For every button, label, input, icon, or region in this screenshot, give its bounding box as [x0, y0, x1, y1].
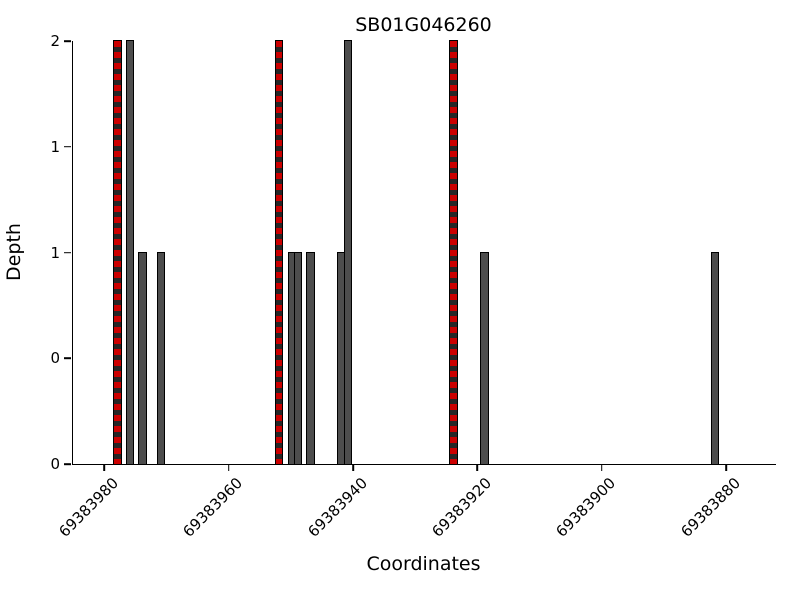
depth-bar [710, 251, 719, 464]
x-tick-label: 69383880 [677, 474, 744, 541]
depth-bar [343, 40, 352, 464]
depth-bar [293, 251, 303, 464]
highlighted-depth-bar [275, 40, 284, 464]
x-tick-label: 69383920 [428, 474, 496, 541]
y-tick-label: 0 [50, 455, 60, 473]
depth-bar [125, 40, 135, 464]
depth-bar [480, 251, 489, 464]
depth-bar [156, 251, 166, 464]
x-axis-label: Coordinates [366, 553, 481, 575]
plot-area: 69383980 69383960 69383940 69383920 69383900… [50, 32, 776, 541]
y-tick [64, 145, 72, 148]
y-tick [64, 357, 72, 360]
y-tick-label: 0 [50, 349, 60, 368]
y-axis-label: Depth [3, 223, 25, 281]
x-tick-label: 69383900 [552, 474, 620, 541]
x-tick [476, 464, 479, 471]
y-tick [64, 40, 72, 42]
chart-title: SB01G046260 [355, 14, 492, 36]
x-tick [725, 464, 728, 471]
depth-bar [306, 251, 315, 464]
x-tick-label: 69383980 [55, 474, 122, 541]
x-tick [601, 464, 603, 471]
highlighted-depth-bar [449, 40, 458, 464]
y-tick-label: 1 [50, 137, 60, 156]
highlighted-depth-bar [113, 40, 122, 464]
x-tick [103, 464, 105, 471]
y-tick [64, 251, 72, 254]
x-tick-label: 69383940 [303, 474, 371, 541]
y-tick-label: 2 [50, 32, 60, 50]
y-tick-label: 1 [50, 243, 60, 262]
x-tick [227, 464, 230, 471]
x-tick-label: 69383960 [179, 474, 247, 541]
y-tick [64, 463, 72, 465]
x-tick [352, 464, 354, 471]
depth-bar [138, 251, 147, 464]
